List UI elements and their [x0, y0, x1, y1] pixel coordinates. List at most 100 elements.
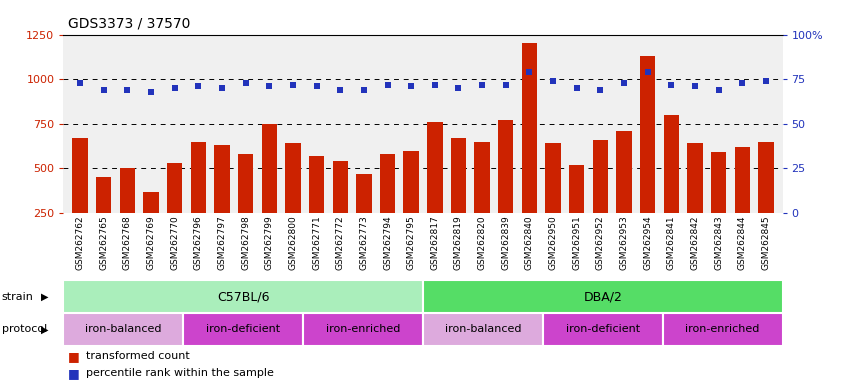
- Bar: [210, 213, 233, 280]
- Bar: [543, 313, 662, 346]
- Bar: [261, 124, 277, 258]
- Bar: [640, 56, 656, 258]
- Text: iron-enriched: iron-enriched: [326, 324, 400, 334]
- Bar: [522, 43, 537, 258]
- Text: GSM262952: GSM262952: [596, 215, 605, 270]
- Bar: [569, 165, 585, 258]
- Bar: [328, 213, 352, 280]
- Text: GSM262768: GSM262768: [123, 215, 132, 270]
- Bar: [309, 156, 324, 258]
- Bar: [116, 213, 139, 280]
- Text: GSM262817: GSM262817: [431, 215, 439, 270]
- Bar: [518, 213, 541, 280]
- Bar: [494, 213, 518, 280]
- Text: GSM262844: GSM262844: [738, 215, 747, 270]
- Bar: [663, 115, 679, 258]
- Bar: [186, 213, 210, 280]
- Bar: [305, 213, 328, 280]
- Bar: [660, 213, 684, 280]
- Bar: [734, 147, 750, 258]
- Text: GSM262953: GSM262953: [619, 215, 629, 270]
- Bar: [167, 163, 183, 258]
- Bar: [233, 213, 257, 280]
- Text: GSM262819: GSM262819: [454, 215, 463, 270]
- Bar: [687, 144, 703, 258]
- Bar: [72, 138, 88, 258]
- Bar: [404, 151, 419, 258]
- Bar: [143, 192, 159, 258]
- Text: percentile rank within the sample: percentile rank within the sample: [86, 368, 274, 378]
- Text: GSM262799: GSM262799: [265, 215, 274, 270]
- Bar: [730, 213, 754, 280]
- Text: iron-balanced: iron-balanced: [85, 324, 162, 334]
- Bar: [184, 313, 303, 346]
- Text: strain: strain: [2, 291, 34, 302]
- Bar: [758, 142, 774, 258]
- Text: GSM262773: GSM262773: [360, 215, 368, 270]
- Text: GSM262795: GSM262795: [407, 215, 415, 270]
- Bar: [399, 213, 423, 280]
- Text: GDS3373 / 37570: GDS3373 / 37570: [68, 17, 190, 31]
- Bar: [303, 313, 423, 346]
- Bar: [617, 131, 632, 258]
- Bar: [139, 213, 162, 280]
- Bar: [285, 144, 300, 258]
- Bar: [613, 213, 636, 280]
- Text: iron-balanced: iron-balanced: [445, 324, 521, 334]
- Text: GSM262843: GSM262843: [714, 215, 723, 270]
- Bar: [754, 213, 777, 280]
- Bar: [451, 138, 466, 258]
- Text: GSM262797: GSM262797: [217, 215, 227, 270]
- Bar: [565, 213, 589, 280]
- Text: GSM262845: GSM262845: [761, 215, 771, 270]
- Bar: [423, 313, 543, 346]
- Bar: [356, 174, 371, 258]
- Bar: [63, 280, 423, 313]
- Text: transformed count: transformed count: [86, 351, 190, 361]
- Text: GSM262820: GSM262820: [478, 215, 486, 270]
- Bar: [69, 213, 92, 280]
- Text: ■: ■: [68, 367, 80, 380]
- Bar: [707, 213, 730, 280]
- Text: ▶: ▶: [41, 324, 48, 334]
- Text: C57BL/6: C57BL/6: [217, 290, 270, 303]
- Text: GSM262765: GSM262765: [99, 215, 108, 270]
- Text: GSM262796: GSM262796: [194, 215, 203, 270]
- Text: GSM262771: GSM262771: [312, 215, 321, 270]
- Text: GSM262770: GSM262770: [170, 215, 179, 270]
- Bar: [162, 213, 186, 280]
- Bar: [470, 213, 494, 280]
- Bar: [238, 154, 253, 258]
- Bar: [427, 122, 442, 258]
- Bar: [662, 313, 783, 346]
- Bar: [332, 161, 348, 258]
- Bar: [214, 145, 229, 258]
- Bar: [376, 213, 399, 280]
- Text: GSM262769: GSM262769: [146, 215, 156, 270]
- Text: GSM262840: GSM262840: [525, 215, 534, 270]
- Bar: [281, 213, 305, 280]
- Bar: [711, 152, 727, 258]
- Bar: [119, 169, 135, 258]
- Bar: [92, 213, 116, 280]
- Text: GSM262950: GSM262950: [548, 215, 558, 270]
- Text: GSM262839: GSM262839: [502, 215, 510, 270]
- Bar: [257, 213, 281, 280]
- Text: iron-deficient: iron-deficient: [566, 324, 640, 334]
- Bar: [423, 280, 783, 313]
- Text: GSM262842: GSM262842: [690, 215, 700, 270]
- Bar: [352, 213, 376, 280]
- Bar: [593, 140, 608, 258]
- Text: GSM262954: GSM262954: [643, 215, 652, 270]
- Text: iron-enriched: iron-enriched: [685, 324, 760, 334]
- Bar: [63, 313, 184, 346]
- Text: GSM262772: GSM262772: [336, 215, 344, 270]
- Bar: [498, 120, 514, 258]
- Bar: [684, 213, 707, 280]
- Text: DBA/2: DBA/2: [584, 290, 622, 303]
- Bar: [190, 142, 206, 258]
- Text: GSM262800: GSM262800: [288, 215, 298, 270]
- Text: iron-deficient: iron-deficient: [206, 324, 280, 334]
- Bar: [380, 154, 395, 258]
- Bar: [96, 177, 112, 258]
